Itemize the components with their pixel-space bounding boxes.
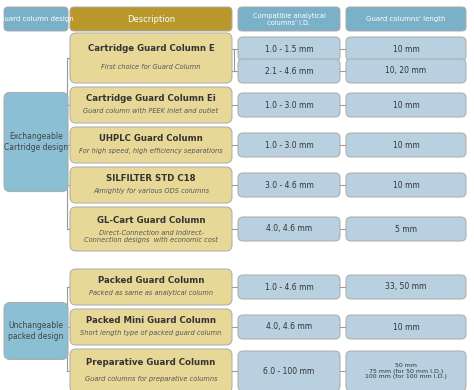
FancyBboxPatch shape (346, 93, 466, 117)
FancyBboxPatch shape (238, 133, 340, 157)
FancyBboxPatch shape (346, 173, 466, 197)
Text: Guard columns' length: Guard columns' length (366, 16, 446, 22)
Text: UHPLC Guard Column: UHPLC Guard Column (99, 134, 203, 143)
FancyBboxPatch shape (346, 217, 466, 241)
Text: Guard columns for preparative columns: Guard columns for preparative columns (85, 376, 217, 381)
Text: 4.0, 4.6 mm: 4.0, 4.6 mm (266, 323, 312, 332)
Text: 2.1 - 4.6 mm: 2.1 - 4.6 mm (264, 67, 313, 76)
Text: Cartridge Guard Column E: Cartridge Guard Column E (88, 44, 214, 53)
Text: 10 mm: 10 mm (392, 44, 419, 53)
FancyBboxPatch shape (238, 59, 340, 83)
Text: 33, 50 mm: 33, 50 mm (385, 282, 427, 291)
FancyBboxPatch shape (238, 173, 340, 197)
Text: 6.0 - 100 mm: 6.0 - 100 mm (264, 367, 315, 376)
Text: GL-Cart Guard Column: GL-Cart Guard Column (97, 216, 205, 225)
FancyBboxPatch shape (346, 37, 466, 61)
Text: 10 mm: 10 mm (392, 140, 419, 149)
Text: 10 mm: 10 mm (392, 323, 419, 332)
Text: 10 mm: 10 mm (392, 101, 419, 110)
Text: Short length type of packed guard column: Short length type of packed guard column (80, 330, 222, 336)
FancyBboxPatch shape (238, 7, 340, 31)
FancyBboxPatch shape (70, 167, 232, 203)
Text: 3.0 - 4.6 mm: 3.0 - 4.6 mm (264, 181, 313, 190)
FancyBboxPatch shape (346, 59, 466, 83)
Text: columns' I.D.: columns' I.D. (267, 20, 310, 26)
FancyBboxPatch shape (238, 315, 340, 339)
FancyBboxPatch shape (70, 33, 232, 83)
Text: Packed Mini Guard Column: Packed Mini Guard Column (86, 316, 216, 325)
Text: Description: Description (127, 14, 175, 23)
FancyBboxPatch shape (4, 7, 68, 31)
Text: 10, 20 mm: 10, 20 mm (385, 67, 427, 76)
Text: Exchangeable
Cartridge design: Exchangeable Cartridge design (4, 132, 68, 152)
FancyBboxPatch shape (346, 315, 466, 339)
FancyBboxPatch shape (4, 92, 68, 191)
Text: Almightly for various ODS columns: Almightly for various ODS columns (93, 188, 209, 194)
Text: Guard column with PEEK inlet and outlet: Guard column with PEEK inlet and outlet (83, 108, 219, 114)
Text: Preparative Guard Column: Preparative Guard Column (86, 358, 216, 367)
FancyBboxPatch shape (346, 351, 466, 390)
FancyBboxPatch shape (70, 269, 232, 305)
FancyBboxPatch shape (70, 349, 232, 390)
Text: 1.0 - 3.0 mm: 1.0 - 3.0 mm (264, 140, 313, 149)
FancyBboxPatch shape (346, 133, 466, 157)
Text: SILFILTER STD C18: SILFILTER STD C18 (106, 174, 196, 183)
FancyBboxPatch shape (70, 207, 232, 251)
FancyBboxPatch shape (238, 93, 340, 117)
Text: Compatible analytical: Compatible analytical (253, 13, 326, 19)
FancyBboxPatch shape (238, 37, 340, 61)
FancyBboxPatch shape (70, 7, 232, 31)
Text: Guard column design: Guard column design (0, 16, 73, 22)
Text: 10 mm: 10 mm (392, 181, 419, 190)
Text: 1.0 - 1.5 mm: 1.0 - 1.5 mm (264, 44, 313, 53)
Text: Packed as same as analytical column: Packed as same as analytical column (89, 290, 213, 296)
Text: 50 mm
75 mm (for 50 mm I.D.)
100 mm (for 100 mm I.D.): 50 mm 75 mm (for 50 mm I.D.) 100 mm (for… (365, 363, 447, 379)
FancyBboxPatch shape (238, 351, 340, 390)
Text: First choice for Guard Column: First choice for Guard Column (101, 64, 201, 70)
FancyBboxPatch shape (346, 7, 466, 31)
Text: 5 mm: 5 mm (395, 225, 417, 234)
FancyBboxPatch shape (238, 275, 340, 299)
Text: Direct-Connection and Indirect-
Connection designs  with economic cost: Direct-Connection and Indirect- Connecti… (84, 230, 218, 243)
Text: Cartridge Guard Column Ei: Cartridge Guard Column Ei (86, 94, 216, 103)
Text: 4.0, 4.6 mm: 4.0, 4.6 mm (266, 225, 312, 234)
FancyBboxPatch shape (346, 275, 466, 299)
Text: Packed Guard Column: Packed Guard Column (98, 276, 204, 285)
FancyBboxPatch shape (70, 309, 232, 345)
Text: 1.0 - 3.0 mm: 1.0 - 3.0 mm (264, 101, 313, 110)
FancyBboxPatch shape (70, 87, 232, 123)
Text: For high speed, high efficiency separations: For high speed, high efficiency separati… (79, 148, 223, 154)
FancyBboxPatch shape (238, 217, 340, 241)
FancyBboxPatch shape (70, 127, 232, 163)
Text: Unchangeable
packed design: Unchangeable packed design (9, 321, 64, 341)
FancyBboxPatch shape (4, 303, 68, 360)
Text: 1.0 - 4.6 mm: 1.0 - 4.6 mm (264, 282, 313, 291)
